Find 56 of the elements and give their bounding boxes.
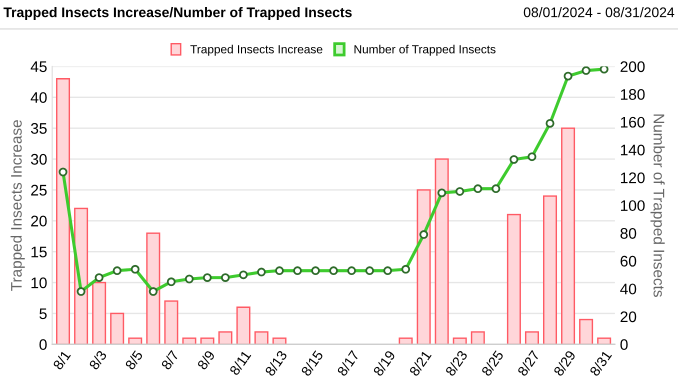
chart-subtitle: 08/01/2024 - 08/31/2024 [524,7,674,18]
bar [579,318,594,344]
legend-label: Number of Trapped Insects [354,44,496,56]
y-tick-label: 10 [32,277,47,288]
bar [92,282,106,344]
y-tick-label: 25 [31,184,47,196]
bar [416,189,431,344]
bar [470,331,485,344]
x-tick-label: 8/3 [88,350,108,370]
x-tick-label: 8/5 [124,350,144,370]
bar [434,158,449,344]
x-tick-label: 8/11 [228,350,252,376]
bar [236,306,250,344]
bar [110,312,124,344]
bar [272,337,286,344]
bar [524,331,539,344]
bar [452,337,467,344]
chart-title: Trapped Insects Increase/Number of Trapped Insects [4,7,352,20]
bar [561,127,576,344]
bar [182,337,196,344]
x-tick-label: 8/7 [160,350,180,370]
x-tick-label: 8/1 [52,350,71,370]
bar [164,300,178,344]
y-tick-label: 20 [31,216,47,226]
bar [543,195,558,344]
y-tick-label: 0 [39,339,47,350]
y-axis-title: Trapped Insects Increase [10,120,25,291]
bar [597,337,612,344]
y-tick-label: 35 [30,123,47,134]
y2-tick-label: 40 [620,284,636,294]
bar [398,337,413,344]
y2-tick-label: 80 [620,228,636,239]
y2-tick-label: 20 [620,311,636,322]
bar [128,337,142,344]
y-tick-label: 40 [30,92,47,103]
x-tick-label: 8/9 [196,350,216,370]
y2-tick-label: 100 [620,200,645,212]
y-tick-label: 15 [32,246,47,258]
bar [254,331,268,344]
y2-tick-label: 160 [620,116,645,128]
y2-tick-label: 120 [620,172,645,184]
y2-tick-label: 60 [620,256,636,267]
y-tick-label: 45 [30,61,47,72]
y-tick-label: 30 [30,154,47,165]
y2-axis-title: Number of Trapped Insects [650,114,665,297]
bar [56,78,70,344]
legend-label: Trapped Insects Increase [190,44,322,56]
y-tick-label: 5 [39,308,47,320]
bar [218,331,232,344]
y2-tick-label: 0 [620,339,628,350]
y2-tick-label: 200 [620,61,645,72]
bar [146,232,160,344]
y2-tick-label: 140 [620,144,645,156]
bar [506,214,521,344]
y2-tick-label: 180 [620,89,645,100]
bar [200,337,214,344]
